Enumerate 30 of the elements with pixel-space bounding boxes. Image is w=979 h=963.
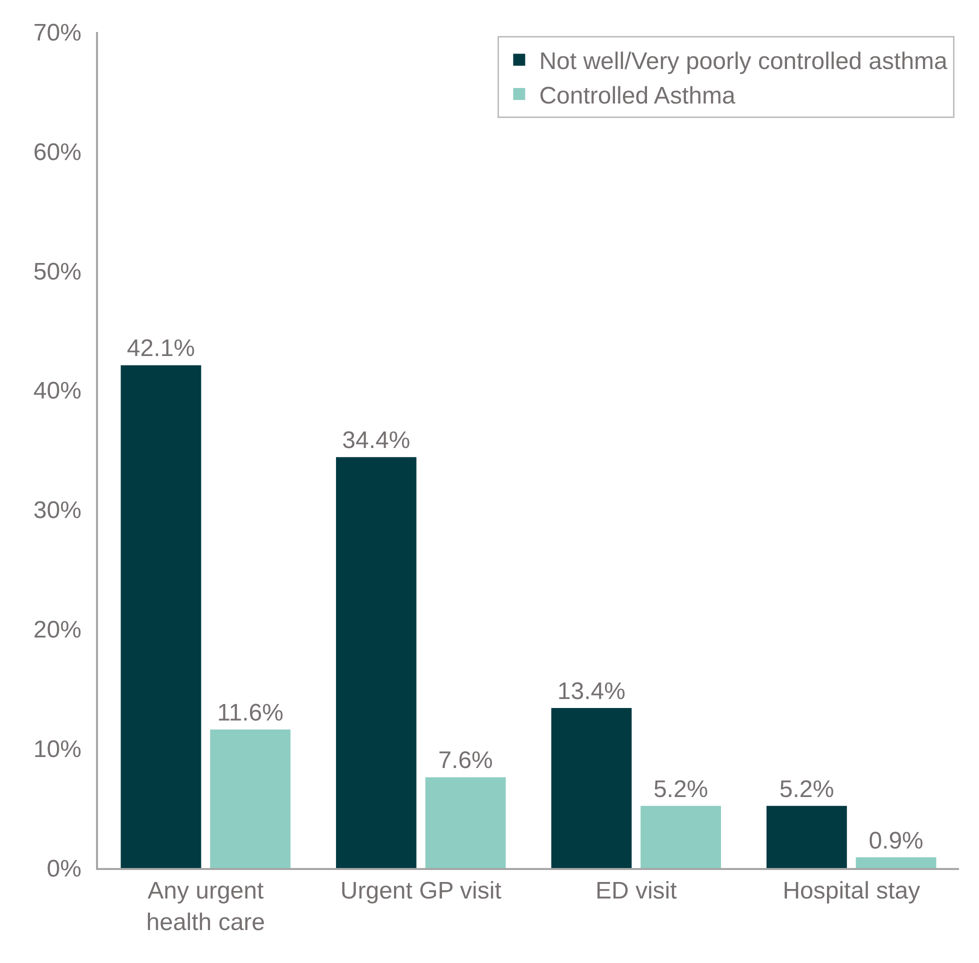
data-label: 7.6%	[438, 747, 493, 774]
bar	[336, 457, 416, 868]
bar	[210, 729, 290, 868]
y-tick-label: 50%	[33, 258, 82, 286]
bar	[766, 806, 847, 868]
bar	[120, 365, 202, 868]
legend-label: Not well/Very poorly controlled asthma	[539, 48, 948, 76]
bar	[856, 857, 936, 868]
y-tick-label: 60%	[33, 138, 82, 166]
bar	[640, 806, 721, 868]
legend-label: Controlled Asthma	[539, 82, 736, 110]
data-label: 11.6%	[217, 699, 284, 726]
y-tick-label: 20%	[33, 616, 82, 644]
x-tick-label: Urgent GP visit	[340, 878, 502, 905]
data-label: 5.2%	[653, 776, 708, 803]
y-tick-label: 40%	[33, 378, 82, 405]
y-tick-label: 70%	[33, 19, 82, 46]
data-label: 34.4%	[342, 427, 410, 454]
y-tick-label: 0%	[46, 855, 82, 882]
x-tick-label: ED visit	[595, 878, 678, 905]
bar	[551, 708, 632, 868]
x-tick-label: Hospital stay	[782, 878, 920, 905]
x-tick-label: Any urgent health care	[146, 878, 266, 936]
y-tick-label: 30%	[33, 497, 82, 524]
data-label: 13.4%	[557, 678, 626, 705]
data-label: 5.2%	[779, 776, 834, 803]
y-tick-label: 10%	[33, 736, 82, 763]
data-label: 0.9%	[868, 827, 924, 854]
data-label: 42.1%	[126, 335, 195, 362]
bar	[425, 777, 506, 868]
